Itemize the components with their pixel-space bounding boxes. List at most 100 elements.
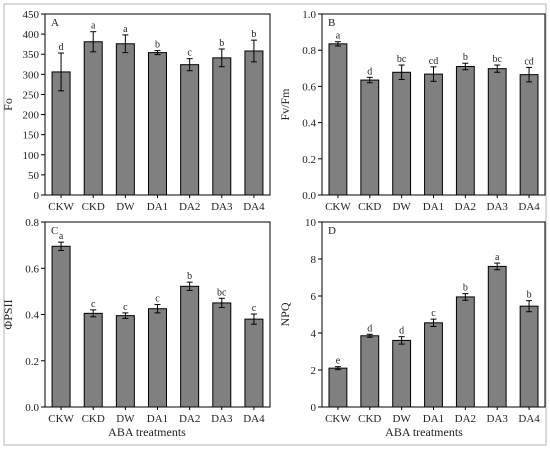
bar-d-ckw [328,367,348,408]
bar-b-da1 [424,73,443,196]
bar-d-da3 [487,265,507,408]
significance-label-a-da1: b [155,40,160,51]
bar-a-dw [115,43,135,196]
significance-label-c-da4: c [252,303,257,314]
bar-b-ckw [328,43,348,196]
bar-a-da4 [244,50,264,196]
y-tick-label-b-4: 0.8 [302,45,316,57]
significance-label-c-da2: b [187,271,192,282]
y-tick-label-a-1: 50 [28,170,40,182]
bar-c-ckd [83,312,103,408]
significance-label-c-da3: bc [217,287,227,298]
category-label-c-da1: DA1 [147,413,168,425]
y-tick-label-c-3: 0.6 [25,263,39,275]
y-tick-label-d-3: 6 [311,291,317,303]
bar-b-da4 [519,74,539,196]
y-tick-label-d-5: 10 [305,217,317,229]
significance-label-d-da2: b [463,283,468,294]
y-tick-label-d-4: 8 [311,254,317,266]
category-label-d-ckd: CKD [358,413,381,425]
significance-label-d-ckw: e [336,356,341,367]
panel-c: 0.0 0.2 0.4 0.6 0.8 ΦPSII C a CKW c CKD c DW c DA1 b DA2… [1,217,271,425]
y-tick-label-a-5: 250 [23,89,40,101]
category-label-d-da2: DA2 [455,413,476,425]
y-tick-label-a-3: 150 [23,130,40,142]
x-axis-title-right: ABA treatments [385,425,463,439]
y-tick-label-c-1: 0.2 [25,356,39,368]
category-label-b-ckw: CKW [325,201,351,213]
y-tick-label-a-8: 400 [23,29,40,41]
y-tick-label-a-6: 300 [23,69,40,81]
x-axis-title-left: ABA treatments [108,425,186,439]
significance-label-d-dw: d [399,326,404,337]
category-label-c-da3: DA3 [211,413,233,425]
significance-label-a-ckw: d [59,42,64,53]
y-axis-title-c: ΦPSII [1,299,15,329]
significance-label-a-da2: c [187,48,192,59]
bar-c-dw [115,315,135,408]
significance-label-b-da2: b [463,52,468,63]
panel-d: 0 2 4 6 8 10 NPQ De CKW d CKD d DW c DA1 b DA2 a DA3 b DA4 [278,217,546,425]
y-tick-label-a-9: 450 [23,9,40,21]
category-label-b-da4: DA4 [518,201,540,213]
y-tick-label-c-0: 0.0 [25,402,39,414]
bar-d-da2 [455,296,475,408]
category-label-b-da1: DA1 [423,201,444,213]
significance-label-c-da1: c [155,294,160,305]
panel-letter-b: B [328,17,335,29]
panel-a: 0 50 100 150 200 250 300 350 400 450 Fo Ad CKW a CKD a D… [1,9,271,213]
category-label-c-da4: DA4 [243,413,265,425]
category-label-d-da3: DA3 [487,413,509,425]
category-label-c-dw: DW [116,413,135,425]
bar-c-da1 [148,308,167,408]
significance-label-b-ckd: d [367,66,372,77]
y-tick-label-a-2: 100 [23,150,40,162]
bar-b-da2 [455,65,475,196]
category-label-c-ckw: CKW [48,413,74,425]
y-axis-title-a: Fo [1,98,15,111]
bar-d-da4 [519,305,539,408]
significance-label-d-da1: c [431,308,436,319]
category-label-d-ckw: CKW [325,413,351,425]
y-tick-label-d-0: 0 [311,402,317,414]
y-tick-label-b-0: 0.0 [302,190,316,202]
panel-letter-a: A [51,17,59,29]
bar-c-da2 [180,285,200,408]
y-tick-label-d-1: 2 [311,365,317,377]
y-axis-title-b: Fv/Fm [278,88,292,121]
y-tick-label-d-2: 4 [311,328,317,340]
category-label-a-ckd: CKD [82,201,105,213]
significance-label-b-dw: bc [397,54,407,65]
bar-d-da1 [424,322,443,408]
bar-c-ckw [51,245,71,408]
bar-c-da3 [212,302,232,408]
significance-label-d-ckd: d [367,323,372,334]
bar-d-ckd [360,335,380,408]
category-label-a-ckw: CKW [48,201,74,213]
panel-letter-d: D [328,225,336,237]
bar-d-dw [392,339,412,408]
category-label-b-dw: DW [392,201,411,213]
y-tick-label-a-7: 350 [23,49,40,61]
panel-letter-c: C [51,225,58,237]
y-tick-label-a-0: 0 [34,190,40,202]
bar-c-da4 [244,318,264,408]
bar-b-ckd [360,79,380,196]
bar-a-da3 [212,57,232,196]
y-tick-label-b-5: 1.0 [302,9,316,21]
category-label-d-da4: DA4 [518,413,540,425]
category-label-d-da1: DA1 [423,413,444,425]
bar-a-da2 [180,64,200,196]
significance-label-b-ckw: a [336,31,341,42]
significance-label-a-da4: b [251,29,256,40]
y-tick-label-a-4: 200 [23,110,40,122]
figure-frame [3,3,547,446]
significance-label-b-da4: cd [524,56,533,67]
significance-label-c-ckd: c [91,299,96,310]
bar-b-da3 [487,68,507,196]
significance-label-a-ckd: a [91,21,96,32]
category-label-a-da4: DA4 [243,201,265,213]
y-tick-label-b-3: 0.6 [302,81,316,93]
significance-label-c-dw: c [123,302,128,313]
